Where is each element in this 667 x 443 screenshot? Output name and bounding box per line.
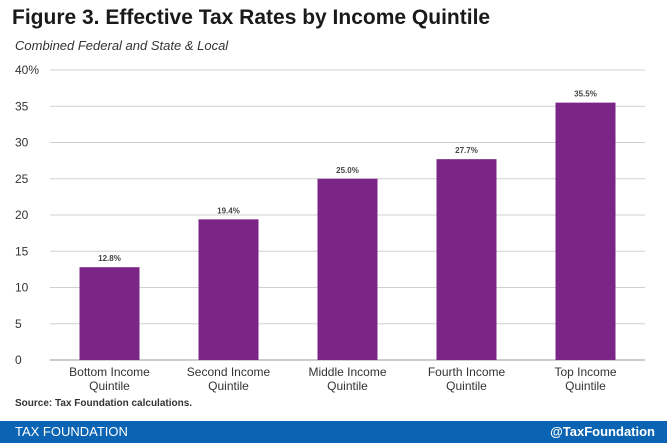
x-tick-label: Quintile — [208, 379, 249, 393]
bar — [198, 219, 259, 360]
y-tick-label: 40% — [15, 63, 39, 77]
bar — [555, 102, 616, 360]
y-tick-label: 30 — [15, 136, 29, 150]
x-tick-label: Top Income — [554, 365, 616, 379]
y-tick-label: 20 — [15, 208, 29, 222]
x-tick-label: Quintile — [565, 379, 606, 393]
y-tick-label: 0 — [15, 353, 22, 367]
y-tick-label: 25 — [15, 172, 29, 186]
x-tick-label: Fourth Income — [428, 365, 506, 379]
x-tick-label: Quintile — [446, 379, 487, 393]
footer-brand: TAX FOUNDATION — [15, 424, 128, 439]
bar — [317, 178, 378, 360]
source-note: Source: Tax Foundation calculations. — [15, 398, 193, 409]
data-label: 25.0% — [336, 166, 359, 175]
bar — [436, 159, 497, 360]
footer-handle[interactable]: @TaxFoundation — [550, 424, 655, 439]
y-tick-label: 10 — [15, 281, 29, 295]
data-label: 19.4% — [217, 206, 240, 215]
data-label: 35.5% — [574, 90, 597, 99]
footer-bar: TAX FOUNDATION @TaxFoundation — [0, 421, 667, 443]
y-tick-label: 15 — [15, 244, 29, 258]
x-tick-label: Quintile — [89, 379, 130, 393]
y-tick-label: 35 — [15, 99, 29, 113]
chart-subtitle: Combined Federal and State & Local — [15, 38, 229, 53]
data-label: 12.8% — [98, 254, 121, 263]
data-label: 27.7% — [455, 146, 478, 155]
y-tick-label: 5 — [15, 317, 22, 331]
x-tick-label: Bottom Income — [69, 365, 150, 379]
bar — [79, 267, 140, 360]
x-tick-label: Quintile — [327, 379, 368, 393]
chart-title: Figure 3. Effective Tax Rates by Income … — [12, 6, 491, 29]
x-tick-label: Second Income — [187, 365, 271, 379]
x-tick-label: Middle Income — [308, 365, 386, 379]
